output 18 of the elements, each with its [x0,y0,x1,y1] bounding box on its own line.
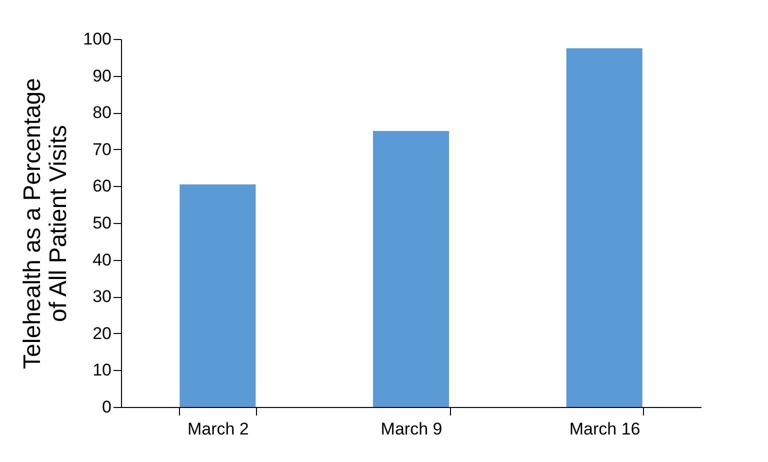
y-tick-label: 80 [92,103,112,122]
x-tick-label: March 9 [380,420,442,438]
y-tick-label: 20 [92,324,112,343]
y-tick-label: 0 [102,398,112,416]
y-tick-label: 60 [92,176,112,196]
y-tick-label: 70 [92,140,112,159]
x-tick-label: March 16 [569,420,640,438]
bar [566,48,642,407]
y-tick-label: 40 [92,250,112,270]
y-tick-label: 100 [83,30,112,48]
x-tick-label: March 2 [187,420,249,438]
y-tick-label: 10 [92,360,112,380]
y-tick-label: 90 [92,66,112,86]
bar [373,131,449,407]
y-tick-label: 50 [92,214,112,232]
bar [180,184,256,407]
y-tick-label: 30 [92,287,112,306]
y-axis-title: Telehealth as a Percentage of All Patient Visits [19,78,72,369]
